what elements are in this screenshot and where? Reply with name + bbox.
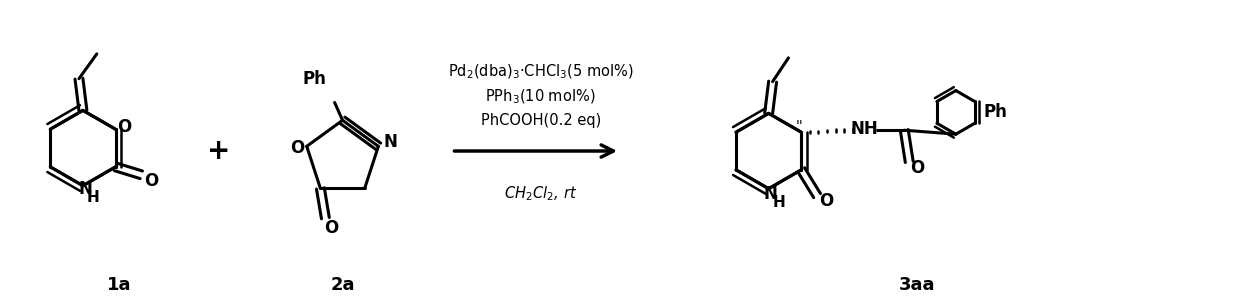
Text: N: N — [79, 180, 93, 198]
Text: Ph: Ph — [983, 103, 1007, 121]
Text: NH: NH — [851, 120, 879, 138]
Text: H: H — [773, 195, 785, 210]
Text: Ph: Ph — [303, 70, 326, 88]
Text: 1a: 1a — [108, 276, 131, 294]
Text: O: O — [144, 172, 159, 190]
Text: O: O — [118, 118, 131, 136]
Text: 2a: 2a — [330, 276, 355, 294]
Text: O: O — [290, 139, 304, 157]
Text: 3aa: 3aa — [899, 276, 935, 294]
Text: '': '' — [795, 119, 804, 133]
Text: Pd$_2$(dba)$_3$·CHCl$_3$(5 mol%): Pd$_2$(dba)$_3$·CHCl$_3$(5 mol%) — [448, 62, 634, 81]
Text: +: + — [207, 137, 231, 165]
Text: N: N — [764, 185, 777, 203]
Text: H: H — [87, 190, 99, 205]
Text: O: O — [324, 219, 339, 237]
Text: N: N — [383, 133, 397, 151]
Text: PhCOOH(0.2 eq): PhCOOH(0.2 eq) — [481, 113, 601, 128]
Text: PPh$_3$(10 mol%): PPh$_3$(10 mol%) — [485, 87, 596, 106]
Text: O: O — [818, 192, 833, 210]
Text: O: O — [910, 159, 924, 177]
Text: CH$_2$Cl$_2$, rt: CH$_2$Cl$_2$, rt — [505, 184, 578, 203]
